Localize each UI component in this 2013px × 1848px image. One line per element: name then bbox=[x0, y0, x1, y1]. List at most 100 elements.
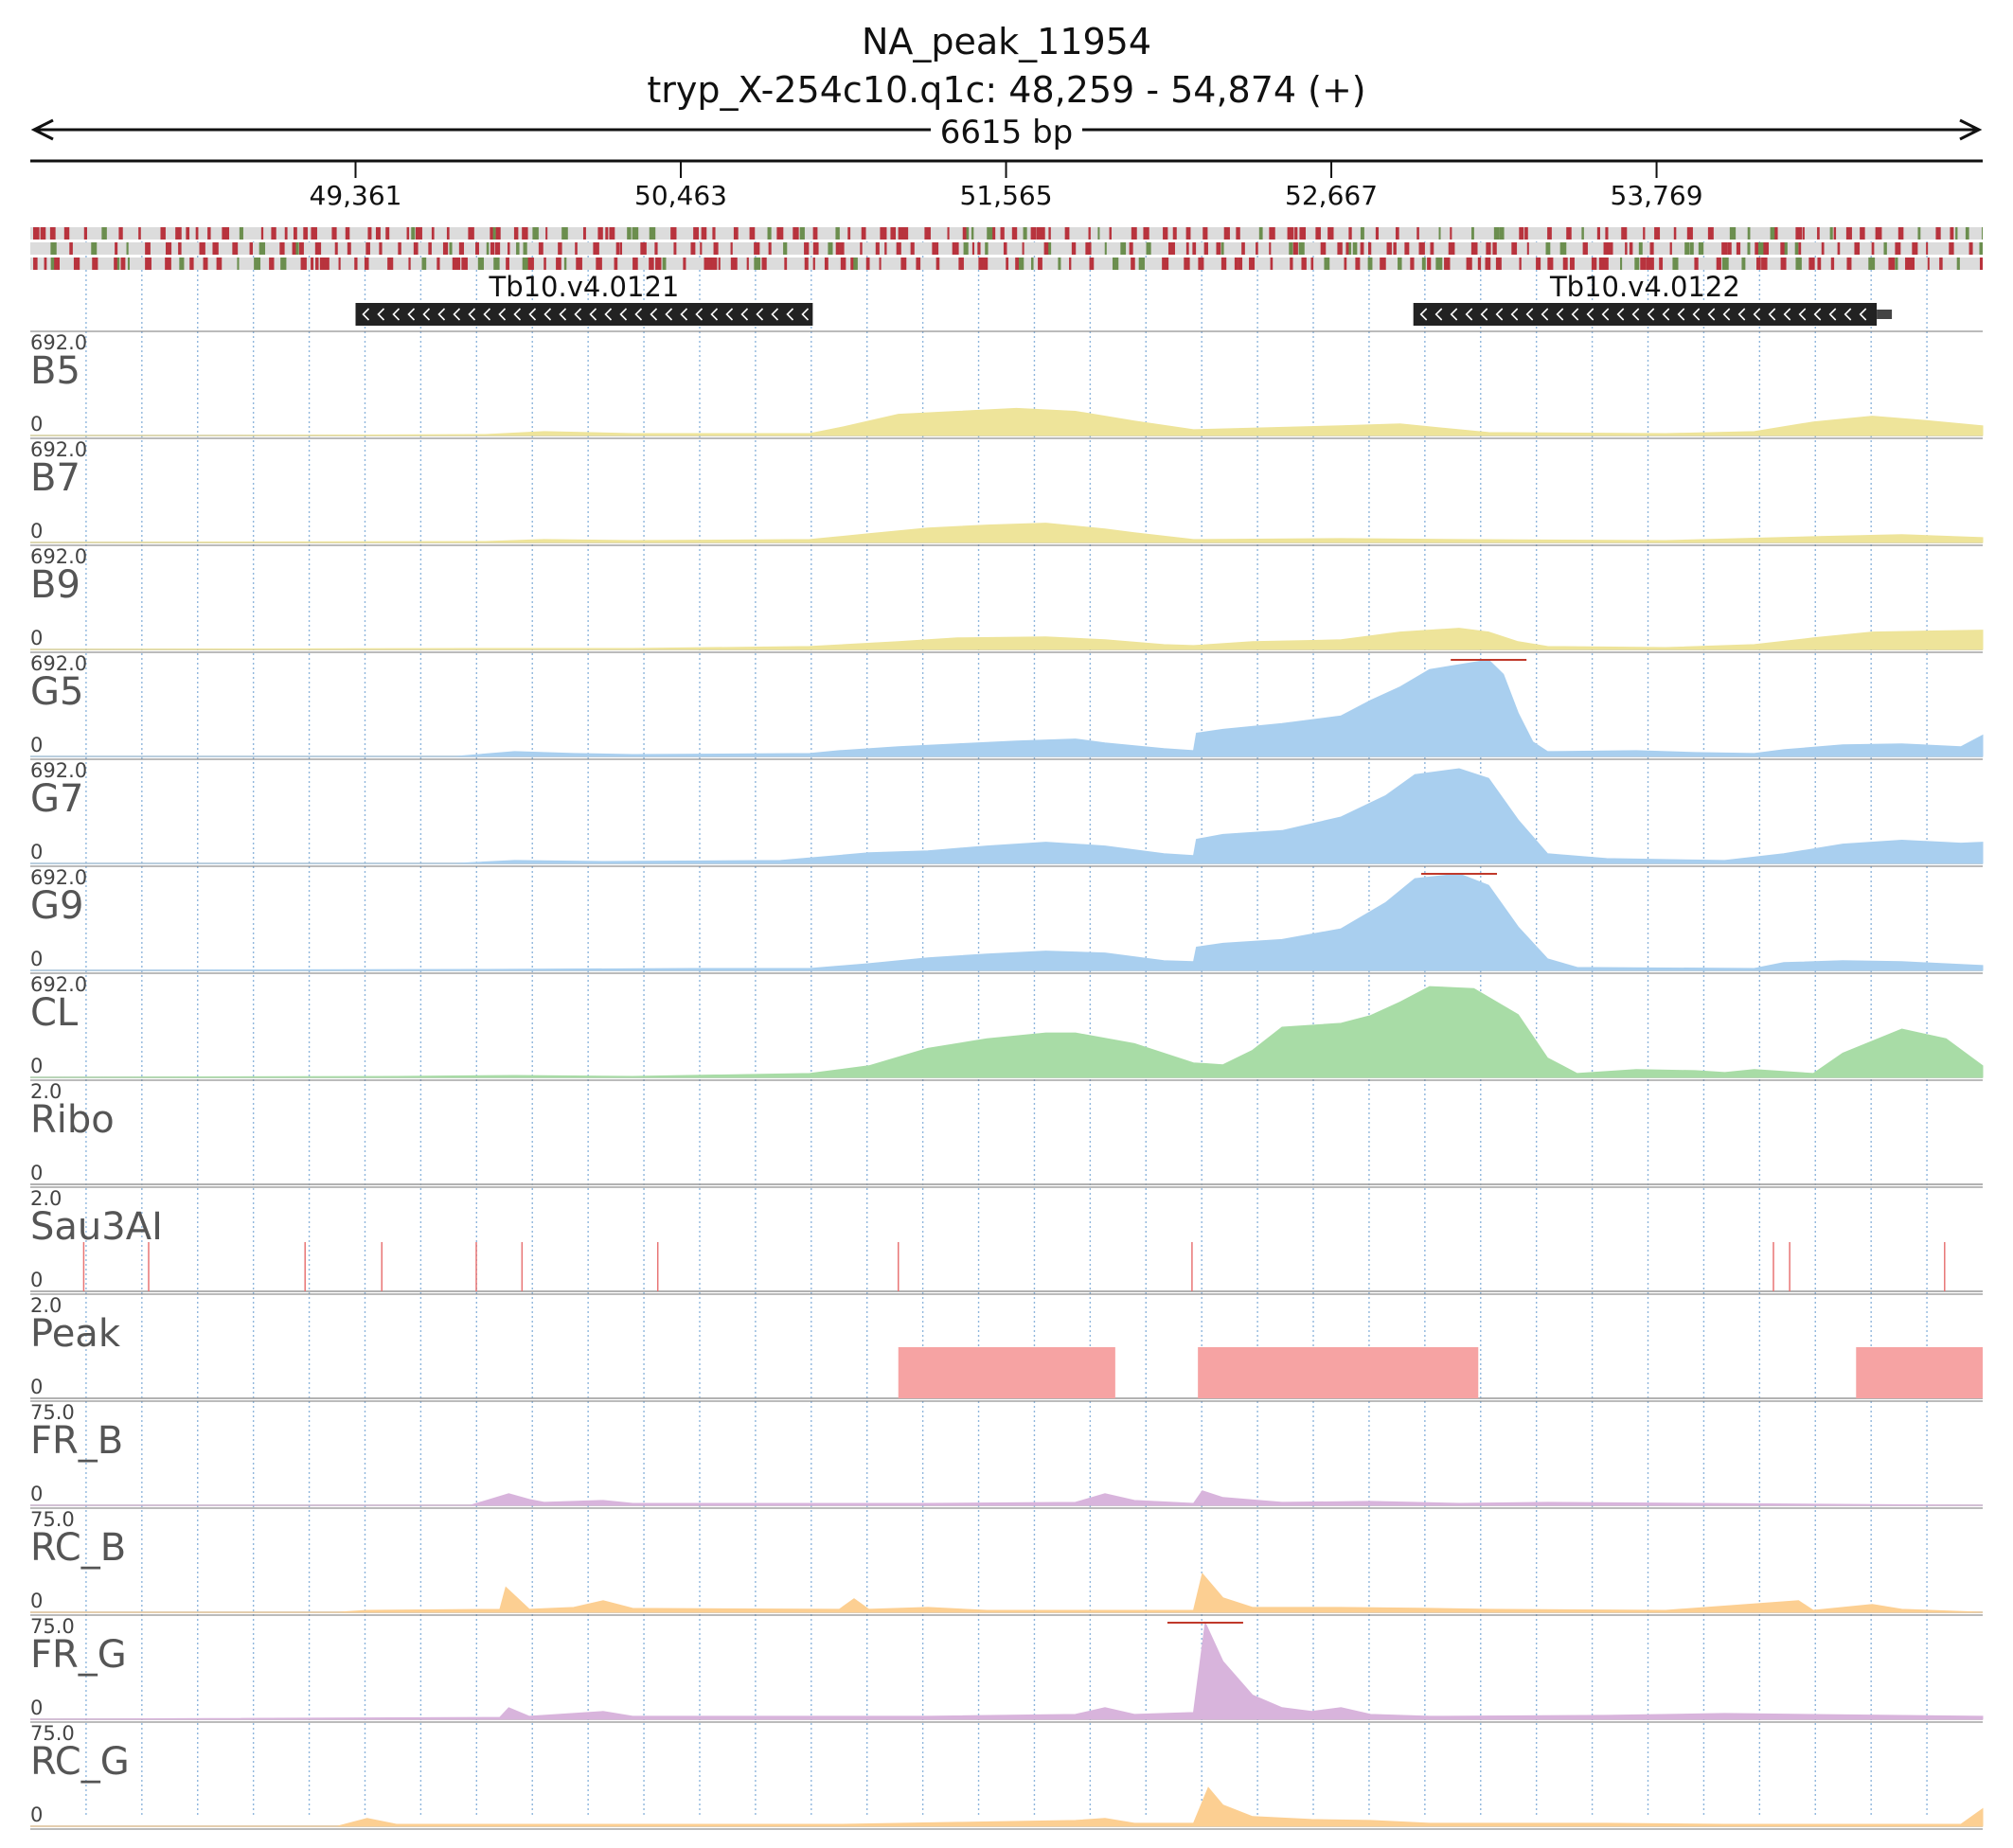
codon-mark bbox=[1830, 258, 1835, 270]
codon-mark bbox=[1112, 258, 1119, 270]
codon-mark bbox=[232, 242, 239, 255]
strand-chevron-icon bbox=[756, 308, 764, 321]
codon-mark bbox=[1015, 258, 1020, 270]
codon-mark bbox=[1979, 258, 1983, 270]
peak-title: NA_peak_11954 bbox=[861, 21, 1152, 62]
codon-mark bbox=[1654, 227, 1661, 240]
codon-mark bbox=[492, 227, 496, 240]
rc-b-coverage-area bbox=[30, 1573, 1984, 1613]
strand-chevron-icon bbox=[377, 308, 385, 321]
codon-mark bbox=[804, 242, 810, 255]
codon-mark bbox=[704, 258, 710, 270]
codon-mark bbox=[1689, 242, 1694, 255]
strand-chevron-icon bbox=[559, 308, 567, 321]
codon-mark bbox=[1241, 242, 1245, 255]
codon-mark bbox=[1069, 258, 1072, 270]
g9-track-name: G9 bbox=[30, 884, 84, 928]
codon-mark bbox=[145, 258, 151, 270]
codon-mark bbox=[1477, 258, 1482, 270]
codon-mark bbox=[33, 227, 40, 240]
codon-mark bbox=[92, 258, 98, 270]
codon-mark bbox=[1888, 258, 1896, 270]
codon-mark bbox=[1466, 258, 1472, 270]
rc-b-track-name: RC_B bbox=[30, 1526, 127, 1570]
b7-coverage-area bbox=[29, 523, 1984, 543]
codon-mark bbox=[1236, 227, 1240, 240]
codon-mark bbox=[1493, 227, 1500, 240]
codon-mark bbox=[1202, 227, 1208, 240]
codon-mark bbox=[824, 258, 828, 270]
codon-mark bbox=[1256, 242, 1258, 255]
codon-mark bbox=[693, 227, 699, 240]
codon-mark bbox=[563, 258, 567, 270]
codon-mark bbox=[249, 242, 253, 255]
codon-mark bbox=[216, 258, 223, 270]
codon-mark bbox=[44, 258, 47, 270]
codon-mark bbox=[257, 258, 260, 270]
codon-mark bbox=[662, 258, 667, 270]
codon-mark bbox=[1871, 242, 1875, 255]
codon-mark bbox=[804, 258, 809, 270]
strand-chevron-icon bbox=[1616, 308, 1625, 321]
codon-mark bbox=[457, 258, 461, 270]
codon-mark bbox=[1167, 242, 1175, 255]
codon-mark bbox=[284, 227, 288, 240]
codon-mark bbox=[884, 242, 887, 255]
codon-mark bbox=[1780, 258, 1787, 270]
codon-mark bbox=[978, 258, 984, 270]
codon-mark bbox=[69, 242, 73, 255]
codon-mark bbox=[1344, 258, 1347, 270]
codon-mark bbox=[1519, 227, 1524, 240]
codon-mark bbox=[1031, 258, 1034, 270]
codon-mark bbox=[468, 227, 474, 240]
codon-mark bbox=[1883, 242, 1887, 255]
codon-mark bbox=[1269, 227, 1275, 240]
span-label: 6615 bp bbox=[0, 114, 2013, 151]
codon-mark bbox=[1968, 242, 1973, 255]
codon-mark bbox=[1795, 258, 1802, 270]
codon-mark bbox=[812, 242, 819, 255]
codon-mark bbox=[1470, 242, 1478, 255]
codon-mark bbox=[597, 227, 603, 240]
codon-mark bbox=[1287, 227, 1294, 240]
codon-mark bbox=[1471, 227, 1474, 240]
codon-mark bbox=[900, 258, 907, 270]
codon-mark bbox=[700, 242, 703, 255]
codon-mark bbox=[1258, 227, 1263, 240]
codon-mark bbox=[1845, 227, 1852, 240]
strand-chevron-icon bbox=[437, 308, 446, 321]
peak-track-name: Peak bbox=[30, 1312, 120, 1356]
strand-chevron-icon bbox=[1798, 308, 1807, 321]
codon-mark bbox=[527, 258, 534, 270]
codon-mark bbox=[475, 242, 479, 255]
codon-mark bbox=[49, 227, 56, 240]
codon-mark bbox=[212, 242, 219, 255]
codon-mark bbox=[1559, 242, 1567, 255]
codon-mark bbox=[1846, 258, 1852, 270]
codon-mark bbox=[490, 242, 495, 255]
codon-mark bbox=[1104, 242, 1107, 255]
g7-track-max: 692.0 bbox=[30, 759, 88, 782]
codon-mark bbox=[199, 242, 205, 255]
codon-mark bbox=[1294, 227, 1298, 240]
codon-mark bbox=[1367, 258, 1373, 270]
g7-coverage-area bbox=[30, 768, 1984, 864]
b9-coverage-area bbox=[29, 628, 1984, 650]
strand-chevron-icon bbox=[1692, 308, 1701, 321]
codon-mark bbox=[1673, 227, 1677, 240]
strand-chevron-icon bbox=[543, 308, 552, 321]
b7-track-name: B7 bbox=[30, 456, 80, 500]
codon-mark bbox=[1120, 242, 1127, 255]
ruler-tick-label: 49,361 bbox=[309, 180, 402, 211]
strand-chevron-icon bbox=[740, 308, 749, 321]
codon-mark bbox=[280, 258, 287, 270]
strand-chevron-icon bbox=[710, 308, 719, 321]
codon-mark bbox=[138, 227, 141, 240]
strand-chevron-icon bbox=[1525, 308, 1534, 321]
codon-mark bbox=[1566, 227, 1572, 240]
codon-mark bbox=[977, 242, 981, 255]
codon-mark bbox=[1450, 227, 1452, 240]
codon-mark bbox=[160, 227, 166, 240]
rc-g-track-max: 75.0 bbox=[30, 1722, 75, 1745]
codon-mark bbox=[300, 258, 307, 270]
